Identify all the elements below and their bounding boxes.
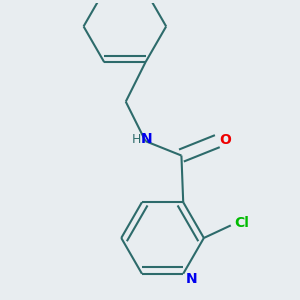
- Text: Cl: Cl: [234, 215, 249, 230]
- Text: H: H: [132, 133, 141, 146]
- Text: N: N: [141, 132, 153, 146]
- Text: O: O: [219, 134, 231, 148]
- Text: N: N: [185, 272, 197, 286]
